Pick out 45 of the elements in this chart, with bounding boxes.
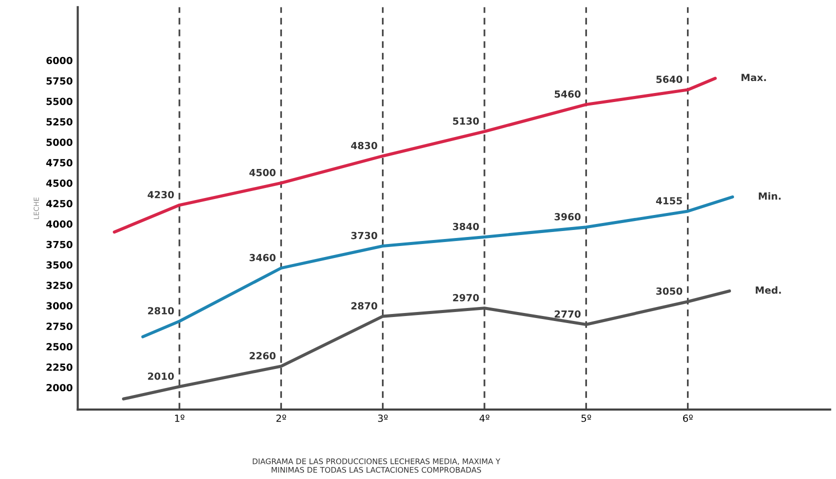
line-series bbox=[122, 289, 732, 400]
data-label: 4155 bbox=[656, 197, 682, 204]
data-label: 5130 bbox=[453, 117, 479, 125]
data-label: 2810 bbox=[148, 307, 174, 314]
y-tick-label: 3250 bbox=[46, 282, 72, 290]
data-label: 2970 bbox=[453, 294, 479, 302]
y-tick-label: 5000 bbox=[46, 138, 72, 146]
y-tick-label: 3750 bbox=[46, 240, 72, 248]
x-tick-label: 2º bbox=[276, 414, 286, 422]
y-tick-label: 5250 bbox=[46, 118, 72, 126]
data-label: 3730 bbox=[351, 232, 378, 240]
data-label: 4830 bbox=[351, 142, 378, 150]
data-label: 2260 bbox=[250, 352, 276, 360]
y-tick-label: 6000 bbox=[46, 56, 72, 64]
y-tick-label: 2750 bbox=[46, 322, 72, 330]
data-label: 3460 bbox=[250, 254, 276, 262]
text: Max. bbox=[742, 74, 766, 82]
data-label: 2010 bbox=[148, 372, 174, 380]
data-label: 2870 bbox=[351, 302, 378, 310]
y-tick-label: 2500 bbox=[46, 343, 72, 350]
y-tick-label: 3500 bbox=[46, 261, 72, 269]
text: Min. bbox=[758, 192, 781, 200]
y-tick-label: 4250 bbox=[46, 200, 72, 208]
x-tick-label: 4º bbox=[480, 414, 490, 422]
data-label: 4230 bbox=[148, 190, 174, 198]
x-tick-label: 6º bbox=[683, 414, 693, 422]
x-tick-label: 1º bbox=[175, 414, 184, 422]
y-tick-label: 2250 bbox=[46, 363, 72, 371]
y-tick-label: 2000 bbox=[46, 384, 72, 392]
y-tick-label: 5750 bbox=[46, 77, 72, 85]
y-tick-label: 5500 bbox=[46, 98, 72, 106]
y-tick-label: 4750 bbox=[46, 159, 72, 166]
data-label: 4500 bbox=[249, 168, 276, 176]
data-label: 3960 bbox=[554, 213, 581, 220]
y-tick-label: 4500 bbox=[46, 179, 72, 187]
data-label: 2770 bbox=[554, 310, 581, 318]
data-label: 5460 bbox=[554, 90, 581, 98]
text: Med. bbox=[756, 286, 781, 294]
x-tick-label: 3º bbox=[378, 414, 388, 422]
data-label: 3840 bbox=[452, 222, 479, 230]
y-tick-label: 4000 bbox=[46, 220, 72, 228]
y-tick-label: 3000 bbox=[46, 302, 72, 310]
data-label: 5640 bbox=[656, 76, 682, 83]
x-tick-label: 5º bbox=[581, 414, 592, 422]
data-label: 3050 bbox=[656, 287, 682, 295]
